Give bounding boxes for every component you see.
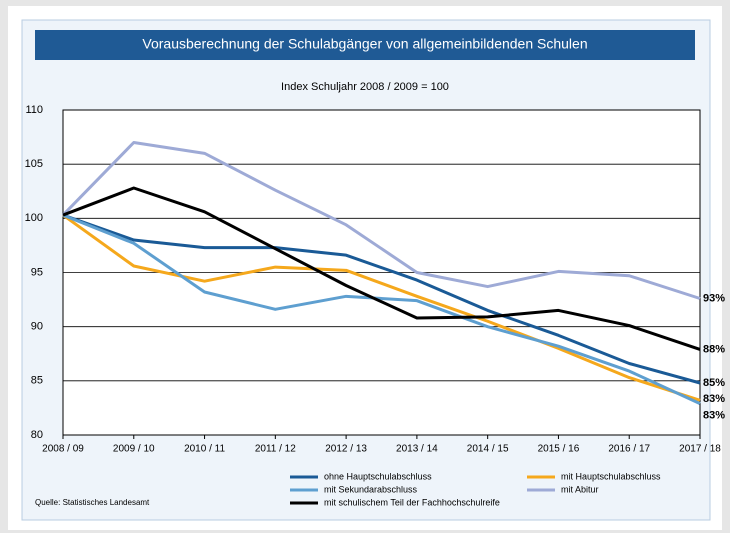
legend-label: mit Hauptschulabschluss (561, 471, 661, 481)
legend-label: mit Sekundarabschluss (324, 484, 418, 494)
line (61, 141, 701, 300)
y-tick-label: 90 (31, 321, 43, 333)
value-label: 93% (703, 292, 725, 304)
value-label: 88% (703, 343, 725, 355)
chart-title: Vorausberechnung der Schulabgänger von a… (142, 36, 587, 52)
y-tick-label: 110 (25, 104, 43, 116)
legend-label: mit schulischem Teil der Fachhochschulre… (324, 497, 500, 507)
line (62, 213, 701, 405)
x-tick-label: 2008 / 09 (42, 444, 84, 455)
x-tick-label: 2017 / 18 (679, 444, 721, 455)
y-tick-label: 105 (25, 158, 43, 170)
value-label: 83% (703, 409, 725, 421)
y-tick-label: 100 (25, 212, 43, 224)
y-tick-label: 85 (31, 375, 43, 387)
legend-label: mit Abitur (561, 484, 599, 494)
line (62, 186, 701, 351)
x-tick-label: 2012 / 13 (325, 444, 367, 455)
value-label: 83% (703, 393, 725, 405)
value-label: 85% (703, 377, 725, 389)
x-tick-label: 2009 / 10 (113, 444, 155, 455)
legend-label: ohne Hauptschulabschluss (324, 471, 432, 481)
x-tick-label: 2013 / 14 (396, 444, 438, 455)
line (62, 213, 701, 385)
line (62, 213, 701, 402)
x-tick-label: 2016 / 17 (608, 444, 650, 455)
source: Quelle: Statistisches Landesamt (35, 498, 150, 507)
y-tick-label: 80 (31, 429, 43, 441)
y-tick-label: 95 (31, 266, 43, 278)
x-tick-label: 2015 / 16 (538, 444, 580, 455)
subtitle: Index Schuljahr 2008 / 2009 = 100 (281, 81, 449, 93)
x-tick-label: 2010 / 11 (184, 444, 225, 455)
x-tick-label: 2011 / 12 (255, 444, 296, 455)
x-tick-label: 2014 / 15 (467, 444, 509, 455)
title-bar (35, 30, 695, 60)
